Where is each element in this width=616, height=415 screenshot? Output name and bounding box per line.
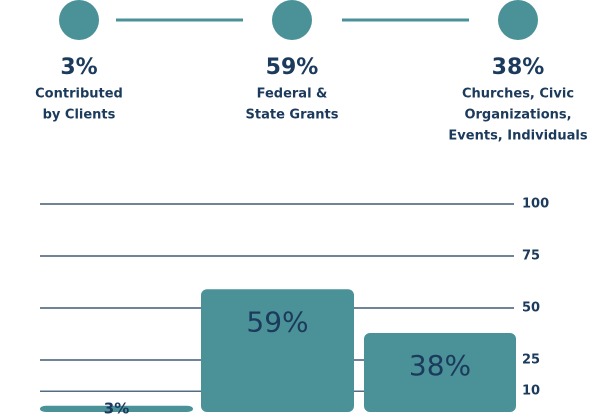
bar-label: 38% (409, 349, 471, 382)
bar-label: 3% (104, 399, 129, 415)
step-dot (498, 0, 538, 40)
y-tick-label: 25 (522, 353, 540, 368)
bar (364, 332, 516, 412)
bar (201, 289, 354, 412)
step-label: Events, Individuals (448, 129, 587, 144)
step-label: State Grants (246, 108, 339, 123)
step-percent: 59% (266, 55, 319, 80)
step-label: by Clients (43, 108, 116, 123)
bar (40, 405, 193, 412)
step-label: Federal & (257, 87, 328, 102)
y-tick-label: 10 (522, 384, 540, 399)
step-label: Churches, Civic (462, 87, 574, 102)
step-percent: 38% (492, 55, 545, 80)
bar-label: 59% (246, 305, 308, 338)
step-percent: 3% (60, 55, 97, 80)
step-label: Contributed (35, 87, 123, 102)
step-label: Organizations, (464, 108, 571, 123)
y-tick-label: 100 (522, 197, 549, 212)
step-dot (59, 0, 99, 40)
y-tick-label: 75 (522, 249, 540, 264)
y-tick-label: 50 (522, 301, 540, 316)
step-dot (272, 0, 312, 40)
